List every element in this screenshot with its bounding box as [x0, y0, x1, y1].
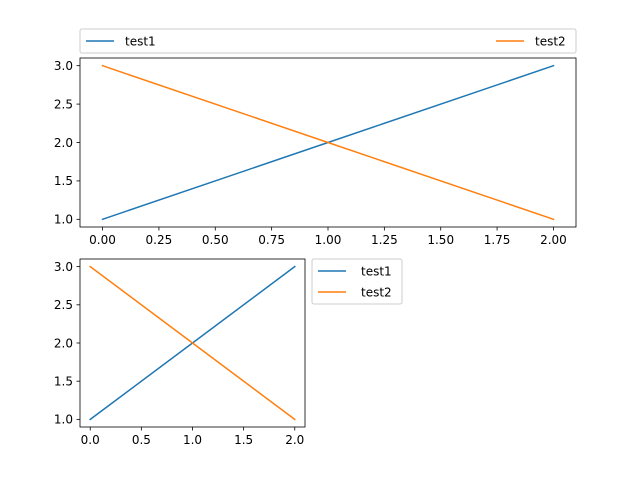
x-tick-label: 0.0	[81, 433, 100, 447]
x-tick-label: 2.0	[285, 433, 304, 447]
y-tick-label: 2.5	[54, 97, 73, 111]
x-tick-label: 1.00	[315, 233, 342, 247]
legend: test1 test2	[79, 28, 577, 54]
x-tick-label: 0.75	[258, 233, 285, 247]
legend: test1 test2	[311, 258, 403, 305]
top-line-chart: 0.00 0.25 0.50 0.75 1.00 1.25 1.50 1.75 2.00 1.0 1…	[54, 28, 577, 247]
series-line-test2	[101, 64, 555, 221]
y-tick-label: 1.5	[54, 174, 73, 188]
x-tick-label: 1.25	[371, 233, 398, 247]
series-line-test2	[89, 265, 296, 421]
y-tick-label: 3.0	[54, 260, 73, 274]
x-tick-label: 0.00	[89, 233, 116, 247]
x-tick-label: 0.50	[202, 233, 229, 247]
legend-box	[79, 28, 577, 54]
legend-label-test2: test2	[535, 35, 566, 49]
x-tick-label: 2.00	[540, 233, 567, 247]
x-tick-label: 0.5	[132, 433, 151, 447]
legend-label-test2: test2	[361, 286, 392, 300]
x-tick-label: 1.50	[427, 233, 454, 247]
y-tick-label: 1.0	[54, 413, 73, 427]
legend-label-test1: test1	[361, 265, 392, 279]
y-tick-label: 1.0	[54, 213, 73, 227]
x-tick-label: 0.25	[146, 233, 173, 247]
legend-label-test1: test1	[125, 35, 156, 49]
x-tick-label: 1.75	[484, 233, 511, 247]
bottom-line-chart: 0.0 0.5 1.0 1.5 2.0 1.0 1.5 2.0 2.5 3.0 test1 test2	[54, 258, 403, 447]
y-tick-label: 2.0	[54, 336, 73, 350]
y-tick-label: 3.0	[54, 59, 73, 73]
y-tick-label: 1.5	[54, 374, 73, 388]
y-tick-label: 2.0	[54, 136, 73, 150]
x-tick-label: 1.0	[183, 433, 202, 447]
x-tick-label: 1.5	[234, 433, 253, 447]
y-tick-label: 2.5	[54, 298, 73, 312]
